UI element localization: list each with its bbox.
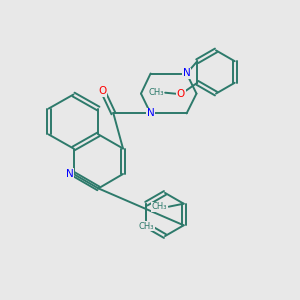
Text: CH₃: CH₃ xyxy=(139,222,154,231)
Text: O: O xyxy=(98,86,106,96)
Text: CH₃: CH₃ xyxy=(148,88,164,97)
Text: N: N xyxy=(183,68,190,79)
Text: O: O xyxy=(177,89,185,99)
Text: CH₃: CH₃ xyxy=(152,202,167,211)
Text: N: N xyxy=(147,108,154,118)
Text: N: N xyxy=(66,169,74,179)
